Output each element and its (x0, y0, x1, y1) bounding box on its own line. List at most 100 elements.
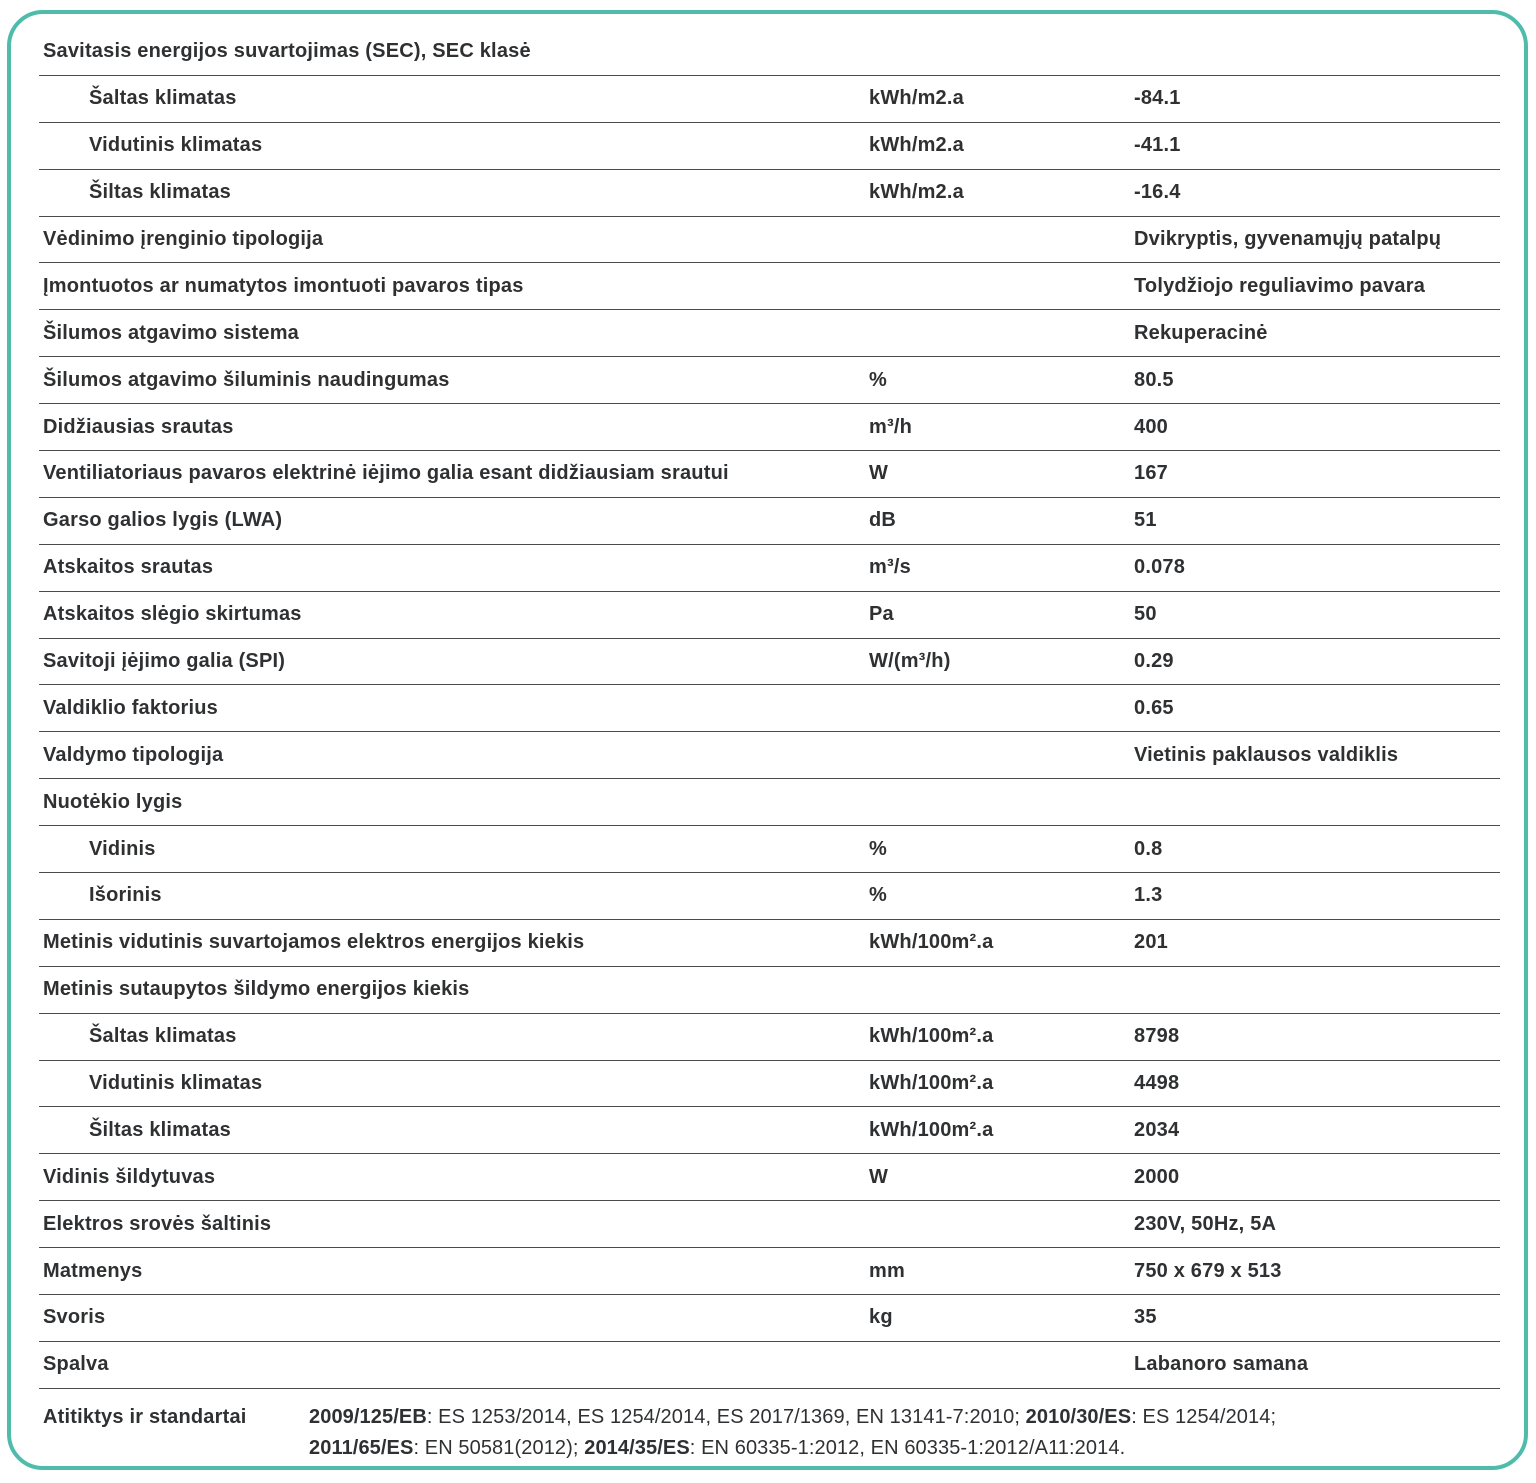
standards-directive: 2011/65/ES (309, 1436, 414, 1459)
row-label: Matmenys (43, 1259, 143, 1282)
standards-directive: 2009/125/EB (309, 1405, 427, 1428)
table-row: Didžiausias srautas m³/h 400 (39, 404, 1500, 452)
table-row: Vidinis% 0.8 (39, 826, 1500, 874)
row-value: 51 (1134, 509, 1157, 532)
row-unit: kg (869, 1306, 893, 1329)
row-label: Metinis sutaupytos šildymo energijos kie… (43, 978, 470, 1001)
row-unit: m³/s (869, 556, 911, 579)
row-value: Dvikryptis, gyvenamųjų patalpų (1134, 228, 1442, 250)
row-label: Savitasis energijos suvartojimas (SEC), … (43, 40, 531, 63)
row-value: Vietinis paklausos valdiklis (1134, 743, 1399, 766)
row-label: Šiltas klimatas (89, 1118, 231, 1141)
row-value: 80.5 (1134, 368, 1174, 391)
row-label: Vidutinis klimatas (89, 134, 263, 157)
row-unit: kWh/m2.a (869, 87, 964, 110)
row-label: Išorinis (89, 884, 162, 907)
row-value: 2034 (1134, 1118, 1180, 1141)
row-value: 230V, 50Hz, 5A (1134, 1212, 1277, 1235)
row-value: 35 (1134, 1306, 1157, 1329)
table-row: Garso galios lygis (LWA) dB 51 (39, 498, 1500, 545)
row-value: 2000 (1134, 1165, 1180, 1188)
row-unit: Pa (869, 603, 894, 626)
standards-text: 2009/125/EB: ES 1253/2014, ES 1254/2014,… (309, 1402, 1339, 1464)
row-label: Šilumos atgavimo šiluminis naudingumas (43, 368, 450, 391)
row-label: Vidinis šildytuvas (43, 1165, 216, 1188)
row-label: Šiltas klimatas (89, 181, 231, 204)
row-value: 0.29 (1134, 650, 1174, 673)
row-value: 50 (1134, 603, 1157, 626)
row-label: Spalva (43, 1353, 109, 1376)
row-label: Atskaitos slėgio skirtumas (43, 603, 302, 626)
table-row: Atskaitos slėgio skirtumas Pa 50 (39, 592, 1500, 639)
standards-references: : ES 1254/2014; (1131, 1405, 1277, 1428)
row-value: -41.1 (1134, 134, 1181, 157)
row-label: Svoris (43, 1306, 106, 1329)
table-row: Savitasis energijos suvartojimas (SEC), … (39, 29, 1500, 76)
table-row: Šaltas klimatas kWh/m2.a -84.1 (39, 76, 1500, 123)
row-label: Įmontuotos ar numatytos imontuoti pavaro… (43, 274, 524, 297)
row-label: Šilumos atgavimo sistema (43, 321, 300, 344)
table-row: Atskaitos srautas m³/s 0.078 (39, 545, 1500, 592)
table-row: Vidutinis klimatas kWh/m2.a -41.1 (39, 123, 1500, 170)
table-row: Savitoji įėjimo galia (SPI) W/(m³/h) 0.29 (39, 639, 1500, 686)
standards-label: Atitiktys ir standartai (43, 1405, 247, 1428)
row-unit: % (869, 884, 887, 907)
row-value: -16.4 (1134, 181, 1181, 204)
table-row: Ventiliatoriaus pavaros elektrinė iėjimo… (39, 451, 1500, 498)
table-row: Elektros srovės šaltinis 230V, 50Hz, 5A (39, 1201, 1500, 1249)
standards-directive: 2014/35/ES (584, 1436, 690, 1459)
table-row: Vidutinis klimatas kWh/100m².a 4498 (39, 1061, 1500, 1108)
row-value: Labanoro samana (1134, 1353, 1309, 1376)
row-unit: W (869, 462, 889, 485)
row-value: 750 x 679 x 513 (1134, 1259, 1282, 1282)
row-unit: kWh/100m².a (869, 1072, 994, 1095)
row-value: 201 (1134, 931, 1168, 954)
table-row: Matmenys mm 750 x 679 x 513 (39, 1248, 1500, 1296)
table-row: Įmontuotos ar numatytos imontuoti pavaro… (39, 263, 1500, 311)
table-row: Šilumos atgavimo šiluminis naudingumas% 8… (39, 357, 1500, 405)
row-label: Valdiklio faktorius (43, 696, 218, 719)
spec-table: Savitasis energijos suvartojimas (SEC), … (39, 29, 1500, 1389)
row-unit: mm (869, 1259, 905, 1282)
row-label: Šaltas klimatas (89, 1025, 237, 1048)
table-row: Šaltas klimatas kWh/100m².a 8798 (39, 1014, 1500, 1061)
row-label: Didžiausias srautas (43, 415, 234, 438)
row-label: Valdymo tipologija (43, 743, 224, 766)
row-label: Garso galios lygis (LWA) (43, 509, 283, 532)
row-unit: W/(m³/h) (869, 650, 951, 673)
row-value: 400 (1134, 415, 1168, 438)
table-row: Nuotėkio lygis (39, 779, 1500, 827)
table-row: Šiltas klimatas kWh/100m².a 2034 (39, 1107, 1500, 1155)
standards-references: : ES 1253/2014, ES 1254/2014, ES 2017/13… (426, 1405, 1026, 1428)
row-label: Elektros srovės šaltinis (43, 1212, 272, 1235)
row-label: Savitoji įėjimo galia (SPI) (43, 650, 286, 673)
table-row: Šilumos atgavimo sistema Rekuperacinė (39, 310, 1500, 358)
row-value: 0.078 (1134, 556, 1186, 579)
spec-table-card: Savitasis energijos suvartojimas (SEC), … (7, 10, 1528, 1470)
row-value: 0.65 (1134, 696, 1174, 719)
row-label: Vidinis (89, 837, 156, 860)
table-row: Valdiklio faktorius 0.65 (39, 685, 1500, 733)
row-value: -84.1 (1134, 87, 1181, 110)
row-unit: kWh/m2.a (869, 134, 964, 157)
table-row: Svoris kg 35 (39, 1295, 1500, 1342)
standards-references: : EN 60335-1:2012, EN 60335-1:2012/A11:2… (689, 1436, 1126, 1459)
row-label: Nuotėkio lygis (43, 790, 183, 813)
row-unit: % (869, 368, 887, 391)
row-unit: m³/h (869, 415, 913, 438)
table-row: Metinis vidutinis suvartojamos elektros … (39, 920, 1500, 967)
row-value: 167 (1134, 462, 1168, 485)
row-unit: kWh/100m².a (869, 1118, 994, 1141)
row-value: 4498 (1134, 1072, 1180, 1095)
row-label: Vėdinimo įrenginio tipologija (43, 228, 324, 250)
table-row: Metinis sutaupytos šildymo energijos kie… (39, 967, 1500, 1014)
row-unit: % (869, 837, 887, 860)
row-value: 0.8 (1134, 837, 1163, 860)
row-label: Vidutinis klimatas (89, 1072, 263, 1095)
standards-directive: 2010/30/ES (1025, 1405, 1132, 1428)
row-label: Ventiliatoriaus pavaros elektrinė iėjimo… (43, 462, 729, 485)
row-unit: dB (869, 509, 897, 532)
table-row: Vidinis šildytuvas W 2000 (39, 1154, 1500, 1202)
row-value: 8798 (1134, 1025, 1180, 1048)
row-label: Šaltas klimatas (89, 87, 237, 110)
